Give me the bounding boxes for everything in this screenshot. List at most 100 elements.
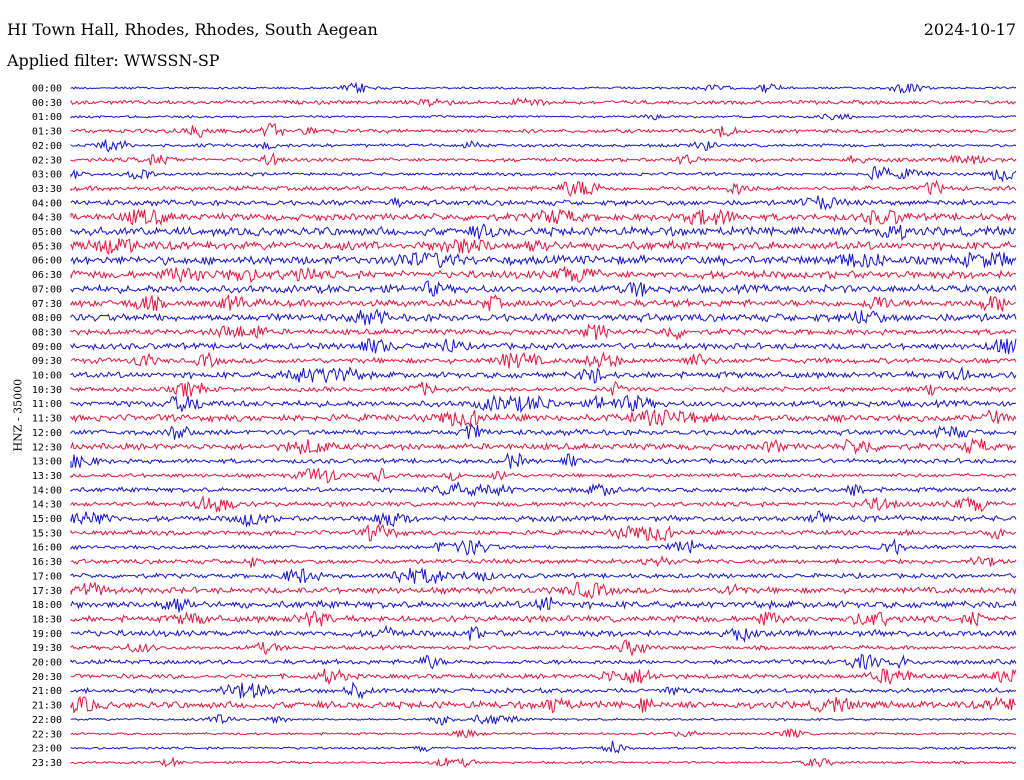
trace-row [70, 409, 1017, 428]
row-time-label: 21:00 [32, 686, 62, 697]
row-time-label: 05:00 [32, 227, 62, 238]
trace-row [70, 251, 1017, 269]
trace-row [70, 97, 1017, 108]
row-time-label: 01:00 [32, 112, 62, 123]
trace-row [70, 179, 1017, 197]
trace-row [70, 639, 1017, 658]
row-time-label: 21:30 [32, 701, 62, 712]
row-time-label: 10:00 [32, 371, 62, 382]
trace-row [70, 681, 1017, 700]
trace-row [70, 566, 1017, 584]
trace-row [70, 756, 1017, 768]
trace-row [70, 610, 1017, 628]
trace-row [70, 668, 1017, 686]
row-time-label: 11:00 [32, 399, 62, 410]
trace-row [70, 494, 1017, 514]
row-time-label: 22:00 [32, 715, 62, 726]
trace-row [70, 695, 1017, 714]
trace-row [70, 165, 1017, 183]
row-time-label: 12:00 [32, 428, 62, 439]
trace-row [70, 113, 1017, 121]
row-time-label: 02:30 [32, 155, 62, 166]
row-time-label: 09:30 [32, 356, 62, 367]
trace-row [70, 365, 1017, 384]
trace-row [70, 238, 1017, 256]
trace-row [70, 139, 1017, 153]
row-time-label: 00:30 [32, 98, 62, 109]
row-time-label: 00:00 [32, 84, 62, 95]
row-time-label: 19:00 [32, 629, 62, 640]
row-time-label: 13:30 [32, 471, 62, 482]
trace-row [70, 293, 1017, 313]
row-time-label: 16:30 [32, 557, 62, 568]
trace-row [70, 653, 1017, 670]
row-time-label: 11:30 [32, 414, 62, 425]
trace-row [70, 308, 1017, 326]
trace-row [70, 81, 1017, 95]
row-time-label: 16:00 [32, 543, 62, 554]
trace-row [70, 323, 1017, 341]
row-time-label: 04:00 [32, 198, 62, 209]
row-time-label: 06:30 [32, 270, 62, 281]
row-time-label: 07:00 [32, 284, 62, 295]
row-time-label: 09:00 [32, 342, 62, 353]
trace-row [70, 223, 1017, 241]
trace-row [70, 538, 1017, 556]
trace-row [70, 510, 1017, 528]
row-time-label: 03:30 [32, 184, 62, 195]
row-time-label: 07:30 [32, 299, 62, 310]
row-time-label: 08:00 [32, 313, 62, 324]
row-time-label: 12:30 [32, 442, 62, 453]
station-title: HI Town Hall, Rhodes, Rhodes, South Aege… [7, 20, 378, 39]
trace-row [70, 122, 1017, 138]
row-time-label: 14:30 [32, 500, 62, 511]
row-time-label: 20:00 [32, 658, 62, 669]
row-time-label: 23:00 [32, 744, 62, 755]
row-time-label: 19:30 [32, 643, 62, 654]
row-time-label: 02:00 [32, 141, 62, 152]
filter-label: Applied filter: WWSSN-SP [7, 51, 220, 70]
trace-row [70, 523, 1017, 543]
row-time-label: 14:00 [32, 485, 62, 496]
row-time-label: 15:00 [32, 514, 62, 525]
row-time-label: 15:30 [32, 528, 62, 539]
trace-row [70, 380, 1017, 397]
trace-row [70, 624, 1017, 644]
row-time-label: 06:00 [32, 256, 62, 267]
trace-row [70, 195, 1017, 211]
trace-row [70, 555, 1017, 568]
row-time-label: 18:30 [32, 614, 62, 625]
row-time-label: 08:30 [32, 327, 62, 338]
trace-row [70, 481, 1017, 497]
trace-row [70, 394, 1017, 414]
trace-row [70, 714, 1017, 726]
trace-row [70, 728, 1016, 739]
row-time-label: 10:30 [32, 385, 62, 396]
row-time-label: 20:30 [32, 672, 62, 683]
row-time-label: 13:00 [32, 457, 62, 468]
trace-row [70, 467, 1017, 484]
trace-row [70, 596, 1017, 613]
trace-row [70, 207, 1017, 227]
trace-row [70, 452, 1017, 469]
record-date: 2024-10-17 [923, 20, 1016, 39]
trace-row [70, 280, 1017, 297]
trace-row [70, 151, 1017, 166]
row-time-label: 05:30 [32, 241, 62, 252]
trace-row [70, 423, 1017, 440]
row-time-label: 22:30 [32, 729, 62, 740]
row-time-label: 18:00 [32, 600, 62, 611]
trace-row [70, 581, 1017, 600]
trace-row [70, 265, 1017, 284]
row-time-label: 17:30 [32, 586, 62, 597]
row-time-label: 04:30 [32, 213, 62, 224]
row-time-label: 23:30 [32, 758, 62, 769]
row-time-label: 03:00 [32, 170, 62, 181]
trace-row [70, 740, 1017, 754]
trace-row [70, 338, 1017, 355]
trace-row [70, 351, 1017, 369]
row-time-label: 17:00 [32, 571, 62, 582]
row-time-label: 01:30 [32, 127, 62, 138]
trace-row [70, 437, 1017, 456]
